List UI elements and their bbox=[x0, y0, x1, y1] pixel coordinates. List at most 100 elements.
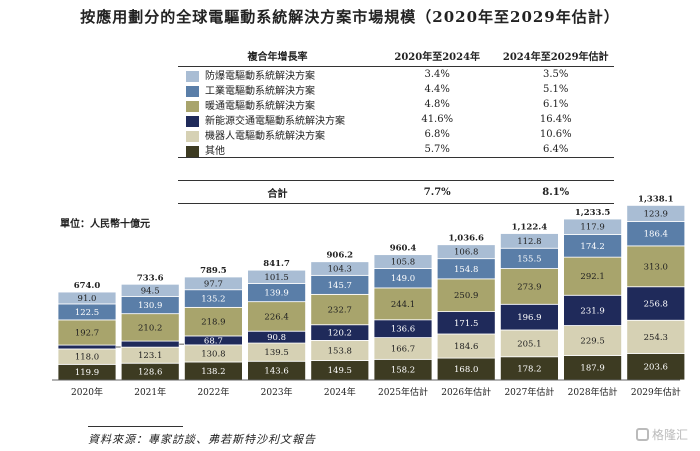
legend-cagr-a: 6.8% bbox=[424, 129, 450, 140]
segment-value-label: 105.8 bbox=[391, 258, 415, 268]
legend-row: 其他 5.7% 6.4% bbox=[178, 142, 614, 158]
bar-segment bbox=[436, 244, 496, 260]
bar-segment bbox=[436, 278, 496, 313]
bar-segment bbox=[120, 283, 180, 297]
segment-value-label: 203.6 bbox=[644, 363, 668, 373]
segment-value-label: 218.9 bbox=[201, 318, 225, 328]
segment-value-label: 158.2 bbox=[391, 366, 415, 376]
legend-total-cagr-a: 7.7% bbox=[423, 186, 451, 198]
segment-value-label: 196.9 bbox=[517, 313, 541, 323]
legend-cagr-a: 4.8% bbox=[424, 99, 450, 110]
segment-value-label: 101.5 bbox=[264, 273, 288, 283]
segment-value-label: 123.9 bbox=[644, 209, 668, 219]
watermark-text: 格隆汇 bbox=[652, 428, 689, 442]
legend-series-name: 工業電驅動系統解決方案 bbox=[205, 86, 315, 97]
segment-value-label: 130.9 bbox=[138, 301, 162, 311]
legend-swatch bbox=[186, 146, 199, 157]
segment-value-label: 138.2 bbox=[201, 367, 225, 377]
segment-value-label: 254.3 bbox=[644, 333, 668, 343]
segment-value-label: 250.9 bbox=[454, 291, 478, 301]
segment-value-label: 117.9 bbox=[580, 223, 604, 233]
segment-value-label: 226.4 bbox=[264, 312, 288, 322]
bar-segment bbox=[563, 218, 622, 235]
cagr-legend-table: 複合年增長率 2020年至2024年 2024年至2029年估計 防爆電驅動系統… bbox=[178, 44, 614, 204]
bar-segment bbox=[626, 286, 686, 321]
legend-cagr-b: 16.4% bbox=[539, 114, 572, 125]
segment-value-label: 149.5 bbox=[328, 366, 352, 376]
unit-label: 單位：人民幣十億元 bbox=[60, 219, 150, 230]
segment-value-label: 210.2 bbox=[138, 323, 162, 333]
legend-swatch bbox=[186, 71, 199, 82]
legend-series-name: 其他 bbox=[205, 146, 225, 157]
segment-value-label: 119.9 bbox=[75, 368, 99, 378]
legend-series-name: 暖通電驅動系統解決方案 bbox=[205, 101, 315, 112]
x-tick-label: 2023年 bbox=[261, 386, 293, 398]
legend-row: 新能源交通電驅動系統解決方案 41.6% 16.4% bbox=[178, 112, 614, 127]
segment-value-label: 231.9 bbox=[580, 306, 604, 316]
legend-total-cagr-b: 8.1% bbox=[542, 186, 570, 198]
legend-body: 防爆電驅動系統解決方案 3.4% 3.5% 工業電驅動系統解決方案 4.4% 5.1% 暖通… bbox=[178, 67, 614, 158]
legend-cagr-a: 4.4% bbox=[424, 84, 450, 95]
source-note: 資料來源：專家訪談、弗若斯特沙利文報告 bbox=[88, 433, 316, 446]
segment-value-label: 154.8 bbox=[454, 265, 478, 275]
bar-segment bbox=[247, 301, 307, 332]
legend-cagr-a: 3.4% bbox=[424, 69, 450, 80]
legend-cagr-b: 3.5% bbox=[543, 69, 569, 80]
legend-swatch bbox=[186, 101, 199, 112]
segment-value-label: 143.6 bbox=[264, 367, 288, 377]
x-tick-label: 2020年 bbox=[71, 386, 103, 398]
segment-value-label: 256.8 bbox=[644, 299, 668, 309]
x-tick-label: 2027年估計 bbox=[504, 386, 554, 398]
segment-value-label: 97.7 bbox=[204, 279, 223, 289]
x-tick-label: 2021年 bbox=[134, 386, 166, 398]
segment-value-label: 94.5 bbox=[141, 286, 160, 296]
bar-total-label: 1,122.4 bbox=[512, 223, 548, 233]
bar-segment bbox=[57, 344, 117, 350]
segment-value-label: 273.9 bbox=[517, 282, 541, 292]
x-tick-label: 2025年估計 bbox=[378, 386, 428, 398]
segment-value-label: 68.7 bbox=[204, 336, 223, 346]
bar-segment bbox=[120, 313, 180, 342]
segment-value-label: 145.7 bbox=[328, 281, 352, 291]
segment-value-label: 136.6 bbox=[391, 325, 415, 335]
bar-segment bbox=[499, 303, 559, 331]
segment-value-label: 112.8 bbox=[517, 237, 541, 247]
segment-value-label: 139.5 bbox=[264, 348, 288, 358]
segment-value-label: 313.0 bbox=[644, 262, 668, 272]
chart-title: 按應用劃分的全球電驅動系統解決方案市場規模（2020年至2029年估計） bbox=[80, 8, 620, 26]
bar-segment bbox=[499, 329, 559, 358]
bar-total-label: 1,036.6 bbox=[448, 234, 484, 244]
bar-segment bbox=[563, 325, 622, 356]
segment-value-label: 106.8 bbox=[454, 248, 478, 258]
segment-value-label: 187.9 bbox=[580, 364, 604, 374]
segment-value-label: 292.1 bbox=[580, 272, 604, 282]
segment-value-label: 184.6 bbox=[454, 342, 478, 352]
legend-header-period-a: 2020年至2024年 bbox=[394, 51, 481, 63]
bar-segment bbox=[183, 276, 243, 291]
x-tick-label: 2022年 bbox=[197, 386, 229, 398]
segment-value-label: 166.7 bbox=[391, 344, 415, 354]
segment-value-label: 104.3 bbox=[328, 265, 352, 275]
bar-total-label: 1,233.5 bbox=[575, 208, 611, 218]
bar-total-label: 789.5 bbox=[200, 266, 227, 276]
bar-total-label: 906.2 bbox=[326, 251, 353, 261]
stacked-bar-chart: 119.9118.029.9192.7122.591.0674.02020年12… bbox=[52, 194, 686, 398]
x-tick-label: 2028年估計 bbox=[568, 386, 618, 398]
segment-value-label: 168.0 bbox=[454, 365, 478, 375]
segment-value-label: 186.4 bbox=[644, 230, 668, 240]
x-tick-label: 2029年估計 bbox=[631, 386, 681, 398]
bar-total-label: 1,338.1 bbox=[638, 194, 674, 204]
segment-value-label: 90.8 bbox=[267, 333, 286, 343]
segment-value-label: 122.5 bbox=[75, 308, 99, 318]
segment-value-label: 153.8 bbox=[328, 346, 352, 356]
segment-value-label: 192.7 bbox=[75, 328, 99, 338]
segment-value-label: 232.7 bbox=[328, 306, 352, 316]
legend-cagr-a: 41.6% bbox=[421, 114, 454, 125]
bar-segment bbox=[373, 254, 433, 269]
segment-value-label: 149.0 bbox=[391, 274, 415, 284]
legend-cagr-b: 5.1% bbox=[543, 84, 569, 95]
segment-value-label: 155.5 bbox=[517, 254, 541, 264]
watermark: 格隆汇 bbox=[636, 426, 688, 443]
segment-value-label: 178.2 bbox=[517, 364, 541, 374]
bar-total-label: 841.7 bbox=[263, 259, 290, 269]
